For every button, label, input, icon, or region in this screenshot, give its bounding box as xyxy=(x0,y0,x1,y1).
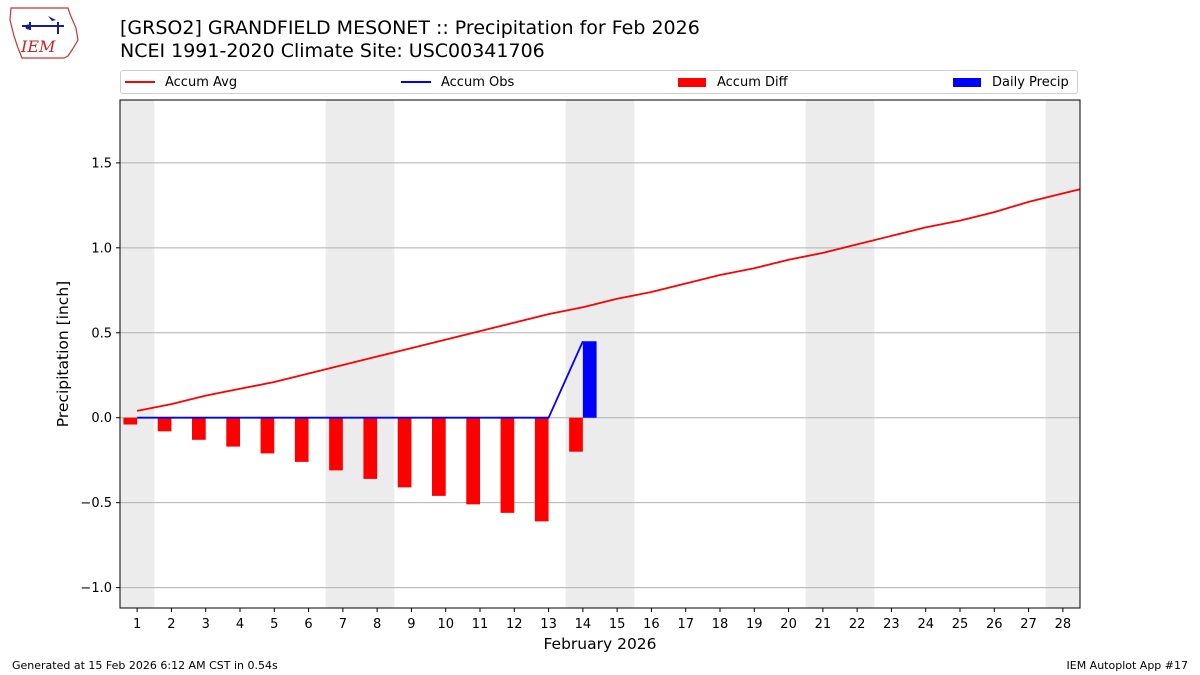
accum-diff-bar xyxy=(397,417,412,488)
y-tick-label: −0.5 xyxy=(80,496,112,511)
x-tick-label: 10 xyxy=(437,617,454,632)
accum-diff-bar xyxy=(500,417,515,513)
accum-diff-bar xyxy=(226,417,240,447)
accum-diff-bar xyxy=(466,417,480,505)
x-tick-label: 28 xyxy=(1055,617,1072,632)
x-tick-label: 13 xyxy=(540,617,557,632)
accum-diff-bar xyxy=(123,417,138,425)
x-tick-label: 7 xyxy=(339,617,347,632)
y-tick-label: −1.0 xyxy=(80,581,112,596)
x-tick-label: 25 xyxy=(952,617,969,632)
x-tick-label: 23 xyxy=(883,617,900,632)
x-tick-label: 6 xyxy=(304,617,312,632)
legend-swatch-accum-obs xyxy=(401,81,431,83)
legend-swatch-daily-precip xyxy=(953,77,981,87)
legend-label-daily-precip: Daily Precip xyxy=(992,74,1069,90)
legend-item-accum-avg: Accum Avg xyxy=(125,71,237,93)
legend-item-accum-diff: Accum Diff xyxy=(678,71,788,93)
y-tick-label: 0.0 xyxy=(91,411,112,426)
x-tick-label: 18 xyxy=(712,617,729,632)
x-tick-label: 14 xyxy=(575,617,592,632)
x-tick-label: 5 xyxy=(270,617,278,632)
x-tick-label: 3 xyxy=(202,617,210,632)
accum-diff-bar xyxy=(157,417,172,432)
accum-diff-bar xyxy=(192,417,206,440)
accum-avg-line xyxy=(136,188,1081,412)
accum-diff-bar xyxy=(363,417,378,479)
accum-diff-bar xyxy=(569,417,583,452)
y-tick-label: 1.5 xyxy=(91,156,112,171)
x-tick-label: 4 xyxy=(236,617,244,632)
x-tick-label: 19 xyxy=(746,617,763,632)
y-tick-label: 1.0 xyxy=(91,241,112,256)
accum-diff-bar xyxy=(534,417,549,522)
legend-label-accum-diff: Accum Diff xyxy=(717,74,788,90)
legend-label-accum-avg: Accum Avg xyxy=(165,74,238,90)
x-tick-label: 27 xyxy=(1020,617,1037,632)
logo-text: IEM xyxy=(20,37,56,56)
x-tick-label: 2 xyxy=(167,617,175,632)
legend-swatch-accum-avg xyxy=(125,81,155,83)
x-tick-label: 12 xyxy=(506,617,523,632)
y-axis-label: Precipitation [inch] xyxy=(54,281,72,427)
accum-diff-bar xyxy=(294,417,309,462)
legend-item-accum-obs: Accum Obs xyxy=(401,71,514,93)
weekend-band xyxy=(325,100,395,608)
accum-diff-bar xyxy=(432,417,446,496)
weekend-band xyxy=(565,100,635,608)
chart-subtitle: NCEI 1991-2020 Climate Site: USC00341706 xyxy=(120,40,545,62)
legend: Accum Avg Accum Obs Accum Diff Daily Pre… xyxy=(120,70,1078,94)
accum-obs-line xyxy=(137,340,584,419)
legend-item-daily-precip: Daily Precip xyxy=(953,71,1069,93)
x-tick-label: 15 xyxy=(609,617,626,632)
chart-title: [GRSO2] GRANDFIELD MESONET :: Precipitat… xyxy=(120,17,700,39)
accum-diff-bar xyxy=(260,417,275,454)
weekend-band xyxy=(120,100,155,608)
daily-precip-bar xyxy=(582,341,597,418)
plot-frame xyxy=(119,99,1081,609)
x-tick-label: 26 xyxy=(986,617,1003,632)
x-tick-label: 11 xyxy=(472,617,489,632)
x-tick-label: 16 xyxy=(643,617,660,632)
x-tick-label: 22 xyxy=(849,617,866,632)
x-tick-label: 1 xyxy=(133,617,141,632)
x-axis-label: February 2026 xyxy=(543,635,656,653)
x-tick-label: 24 xyxy=(917,617,934,632)
legend-swatch-accum-diff xyxy=(678,77,706,87)
y-tick-label: 0.5 xyxy=(91,326,112,341)
weekend-band xyxy=(1045,100,1080,608)
x-tick-label: 21 xyxy=(815,617,832,632)
legend-label-accum-obs: Accum Obs xyxy=(441,74,515,90)
x-tick-label: 20 xyxy=(780,617,797,632)
accum-diff-bar xyxy=(329,417,343,471)
weekend-band xyxy=(805,100,875,608)
x-tick-label: 9 xyxy=(407,617,415,632)
footer-generated: Generated at 15 Feb 2026 6:12 AM CST in … xyxy=(12,659,278,672)
footer-app: IEM Autoplot App #17 xyxy=(1066,659,1189,672)
x-tick-label: 17 xyxy=(677,617,694,632)
iem-logo: IEM xyxy=(9,7,79,59)
x-tick-label: 8 xyxy=(373,617,381,632)
